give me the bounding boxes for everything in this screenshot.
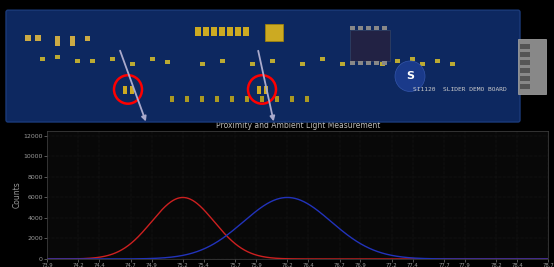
Bar <box>185 96 189 102</box>
Bar <box>395 59 400 63</box>
Bar <box>382 26 387 30</box>
Bar <box>110 57 115 61</box>
Bar <box>420 62 425 66</box>
Bar <box>350 26 355 30</box>
Bar <box>70 36 75 46</box>
Bar <box>374 61 379 65</box>
Bar <box>243 28 249 36</box>
Bar <box>350 30 390 61</box>
Bar <box>200 62 205 66</box>
Title: Proximity and Ambient Light Measurement: Proximity and Ambient Light Measurement <box>216 121 380 130</box>
Bar <box>90 59 95 63</box>
Bar <box>382 61 387 65</box>
FancyArrowPatch shape <box>258 51 274 119</box>
Bar <box>123 87 127 93</box>
Bar <box>170 96 174 102</box>
Bar <box>374 26 379 30</box>
Bar <box>260 96 264 102</box>
Bar <box>215 96 219 102</box>
Bar <box>340 62 345 66</box>
Bar <box>220 59 225 63</box>
Bar <box>195 28 201 36</box>
Bar <box>520 52 530 57</box>
Bar <box>55 36 60 46</box>
Text: S: S <box>406 71 414 81</box>
Bar <box>265 24 283 41</box>
Y-axis label: Counts: Counts <box>13 182 22 208</box>
Bar <box>264 87 268 93</box>
Circle shape <box>395 61 425 92</box>
Bar <box>520 84 530 89</box>
Bar <box>230 96 234 102</box>
Bar <box>211 28 217 36</box>
Bar <box>85 36 90 41</box>
Bar <box>520 76 530 81</box>
Bar <box>520 68 530 73</box>
Bar <box>257 87 261 93</box>
Bar <box>358 61 363 65</box>
Bar <box>366 61 371 65</box>
Bar <box>150 57 155 61</box>
Bar <box>203 28 209 36</box>
Bar <box>130 87 134 93</box>
FancyBboxPatch shape <box>6 10 520 122</box>
Bar <box>130 62 135 66</box>
Bar <box>520 60 530 65</box>
Bar <box>75 59 80 63</box>
Bar <box>55 55 60 59</box>
Bar <box>25 34 31 41</box>
Bar <box>250 62 255 66</box>
Bar <box>305 96 309 102</box>
Bar <box>350 61 355 65</box>
Text: SI1120  SLIDER DEMO BOARD: SI1120 SLIDER DEMO BOARD <box>413 87 507 92</box>
Bar <box>35 34 41 41</box>
Bar <box>520 44 530 49</box>
Bar <box>270 59 275 63</box>
Bar <box>245 96 249 102</box>
Bar <box>235 28 241 36</box>
Bar <box>219 28 225 36</box>
Bar <box>380 62 385 66</box>
Bar <box>360 57 365 61</box>
Bar <box>410 57 415 61</box>
Bar <box>290 96 294 102</box>
Bar <box>40 57 45 61</box>
FancyArrowPatch shape <box>120 51 146 120</box>
Bar <box>358 26 363 30</box>
Bar <box>435 59 440 63</box>
Bar <box>227 28 233 36</box>
Bar <box>366 26 371 30</box>
Bar <box>165 60 170 64</box>
Bar <box>320 57 325 61</box>
Bar <box>518 39 546 93</box>
Bar <box>275 96 279 102</box>
Bar <box>450 62 455 66</box>
Bar <box>200 96 204 102</box>
Bar <box>300 62 305 66</box>
